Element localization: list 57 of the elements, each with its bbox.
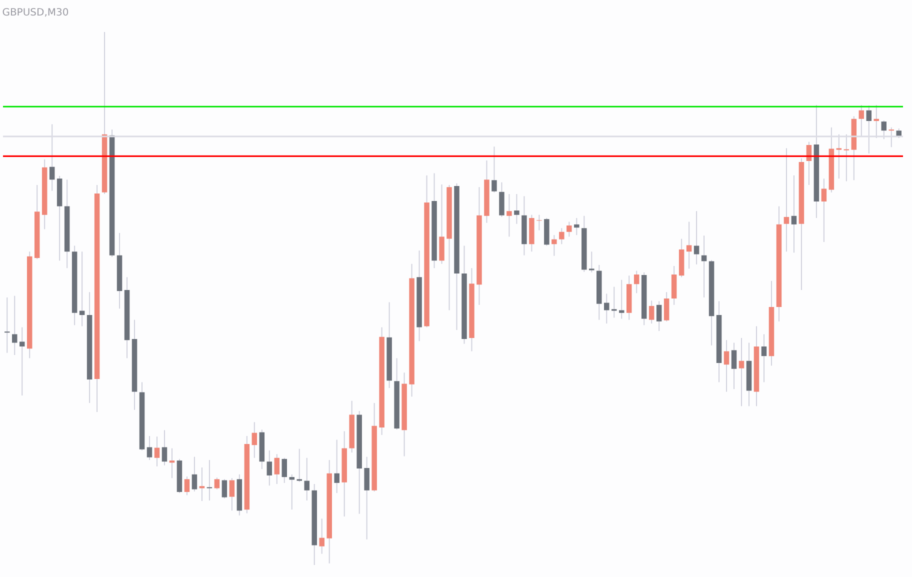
candlestick (252, 422, 258, 458)
candlestick (334, 439, 340, 494)
candlestick (574, 218, 580, 236)
candlestick (694, 210, 700, 265)
candlestick (821, 178, 827, 242)
candlestick (738, 337, 744, 407)
candlestick (229, 478, 235, 512)
candlestick (648, 300, 654, 324)
candlestick (146, 436, 152, 460)
chart-title: GBPUSD,M30 (2, 8, 69, 18)
candlestick (866, 105, 872, 154)
candlestick (514, 194, 520, 224)
candlestick (731, 342, 737, 390)
candlestick (492, 146, 497, 193)
candlestick (49, 124, 55, 192)
candlestick (192, 456, 198, 492)
candlestick (791, 174, 797, 254)
candlestick (154, 436, 160, 467)
candlestick (881, 120, 887, 140)
candlestick (686, 221, 692, 270)
candlestick (536, 214, 542, 231)
candlestick (618, 279, 624, 320)
candlestick (222, 478, 228, 499)
candlestick (296, 448, 302, 482)
candlestick (671, 265, 677, 306)
candlestick (664, 292, 670, 322)
candlestick (589, 251, 594, 273)
candlestick (724, 340, 730, 392)
candlestick (79, 251, 85, 327)
candlestick (761, 334, 767, 383)
candlestick (304, 457, 310, 502)
candlestick (836, 134, 842, 180)
candlestick (274, 454, 280, 484)
candlestick (439, 184, 444, 264)
candlestick (611, 286, 617, 318)
candlestick (206, 460, 212, 502)
candlestick (266, 450, 272, 486)
candlestick (634, 270, 640, 294)
candlestick (19, 326, 25, 396)
candlestick (888, 126, 894, 148)
candlestick (566, 221, 572, 238)
candlestick (552, 234, 557, 256)
candlestick (162, 430, 168, 466)
candlestick (844, 134, 850, 182)
candlestick (319, 518, 324, 554)
candlestick (214, 477, 220, 490)
candlestick (499, 182, 504, 218)
candlestick (4, 296, 10, 354)
candlestick (282, 457, 288, 484)
candlestick (784, 148, 790, 252)
candlestick (506, 194, 512, 238)
candlestick (184, 476, 190, 496)
candlestick (364, 456, 370, 540)
candlestick (858, 104, 864, 138)
candlestick (559, 228, 564, 245)
candlestick (12, 295, 18, 356)
candlestick (656, 300, 662, 332)
